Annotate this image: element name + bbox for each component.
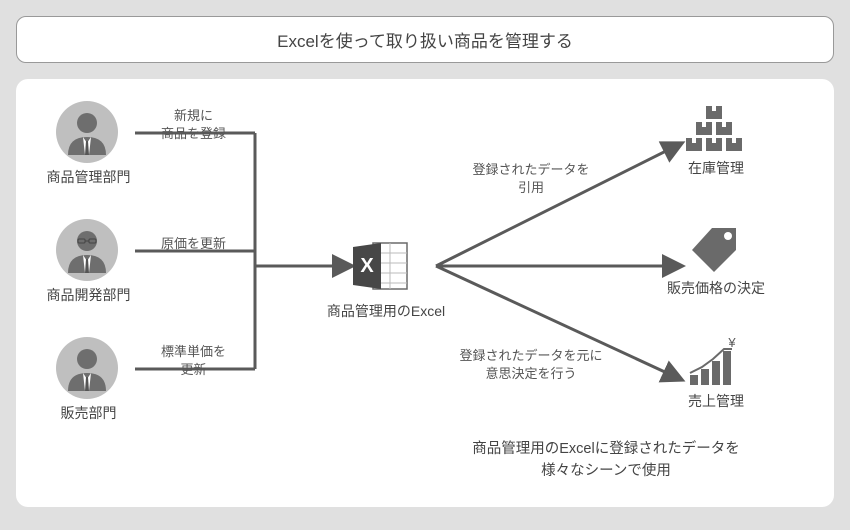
avatar-product_mgmt [56, 101, 118, 163]
diagram-panel: 商品管理部門 新規に商品を登録 商品開発部門 原価を更新 販売部門 標準単価を更新 X… [16, 79, 834, 507]
dept-action-sales: 標準単価を更新 [146, 343, 241, 379]
barchart-icon: ¥ [686, 337, 742, 387]
svg-text:X: X [360, 255, 374, 277]
flow-annotation-bottom: 登録されたデータを元に意思決定を行う [441, 347, 621, 383]
dept-label-product_mgmt: 商品管理部門 [36, 167, 141, 187]
diagram-caption: 商品管理用のExcelに登録されたデータを様々なシーンで使用 [436, 439, 776, 483]
excel-icon: X [351, 239, 411, 293]
diagram-title: Excelを使って取り扱い商品を管理する [16, 16, 834, 63]
dept-label-product_dev: 商品開発部門 [36, 285, 141, 305]
flow-annotation-top: 登録されたデータを引用 [456, 161, 606, 197]
avatar-sales [56, 337, 118, 399]
dept-label-sales: 販売部門 [36, 403, 141, 423]
dept-action-product_mgmt: 新規に商品を登録 [146, 107, 241, 143]
output-label-pricing: 販売価格の決定 [651, 278, 781, 298]
avatar-product_dev [56, 219, 118, 281]
excel-label: 商品管理用のExcel [316, 301, 456, 321]
dept-action-product_dev: 原価を更新 [146, 235, 241, 253]
pricetag-icon [686, 224, 742, 274]
output-label-inventory: 在庫管理 [651, 158, 781, 178]
output-label-sales_mgmt: 売上管理 [651, 391, 781, 411]
boxes-icon [686, 104, 742, 154]
